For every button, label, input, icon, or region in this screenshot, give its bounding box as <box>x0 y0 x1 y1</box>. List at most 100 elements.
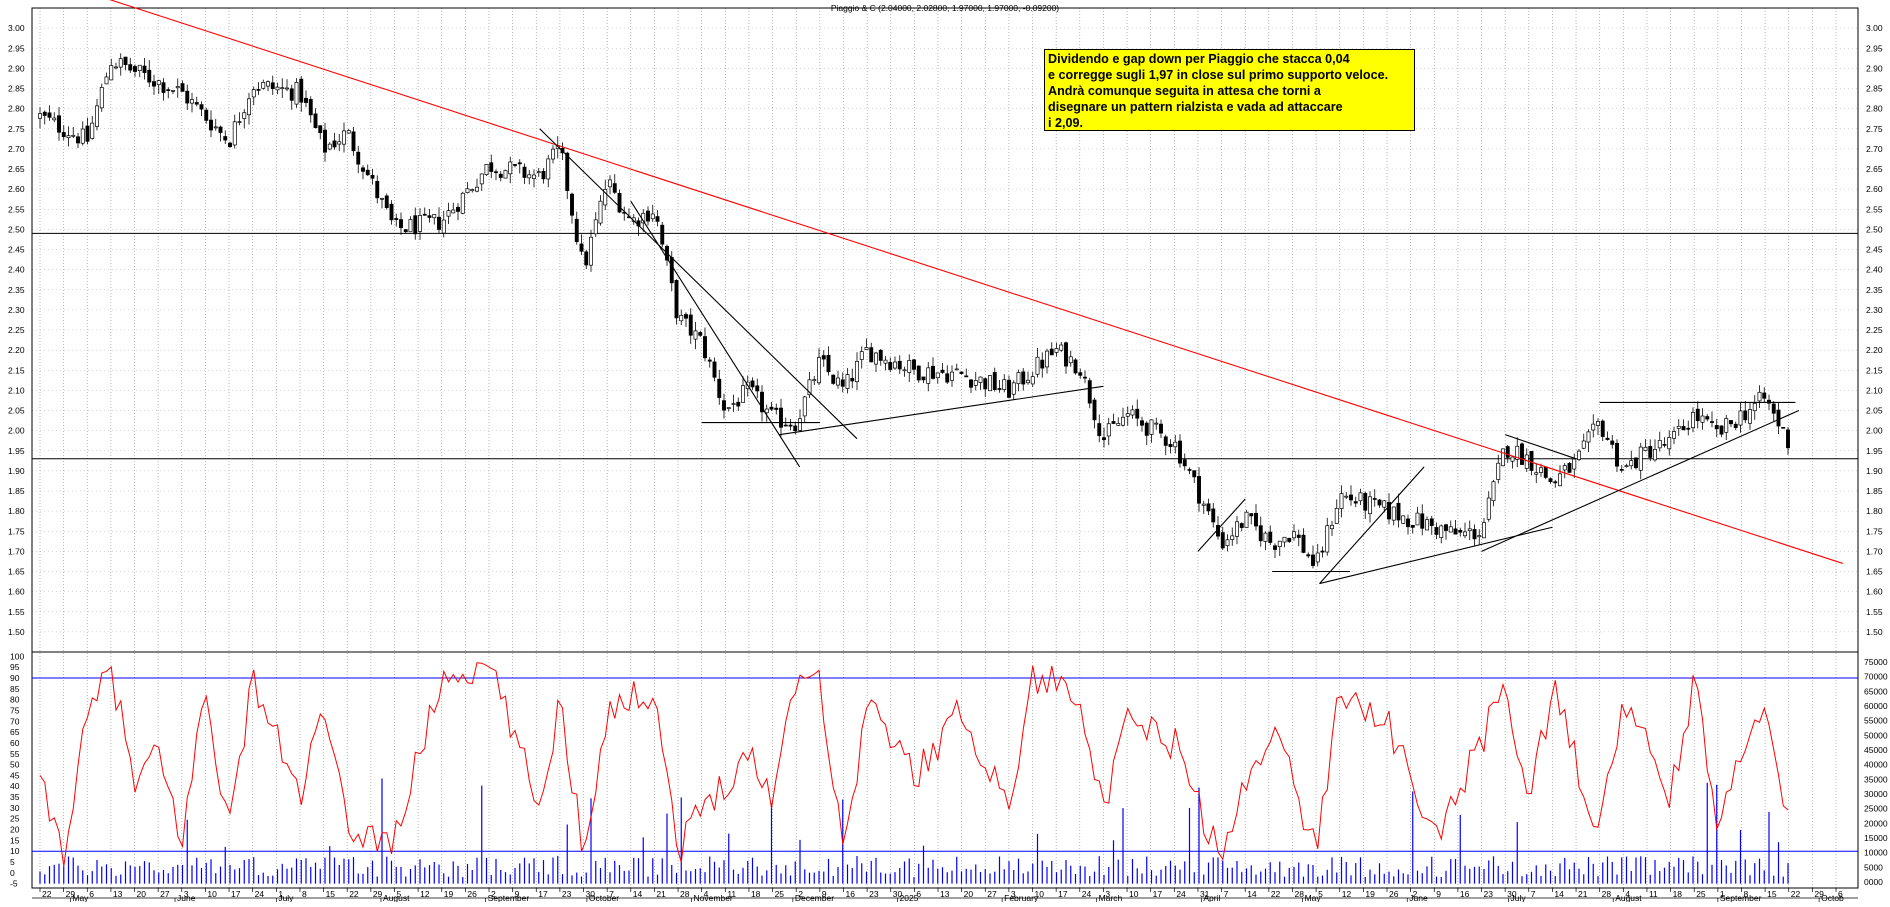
candle-body <box>608 179 612 188</box>
x-day-label: 27 <box>160 889 170 899</box>
candle-body <box>1486 497 1491 520</box>
candle-body <box>1410 525 1415 528</box>
y-tick-label-right: 2.90 <box>1866 63 1883 73</box>
candle-body <box>579 243 584 252</box>
x-day-label: 22 <box>42 889 52 899</box>
x-day-label: 3 <box>1105 889 1110 899</box>
candle-body <box>1277 540 1282 547</box>
candle-body <box>1268 531 1273 543</box>
candle-body <box>1729 420 1733 425</box>
x-month-label: August <box>1615 893 1642 902</box>
candle-body <box>403 229 408 233</box>
x-day-label: 30 <box>1507 889 1517 899</box>
candle-body <box>1111 421 1116 424</box>
candle-body <box>527 174 532 179</box>
oscillator-line <box>39 662 1789 867</box>
candle-body <box>384 195 389 208</box>
volume-tick-label: 30000 <box>1864 789 1888 799</box>
candle-body <box>703 336 707 359</box>
y-tick-label-right: 1.70 <box>1866 546 1883 556</box>
candle-body <box>337 141 342 145</box>
candle-body <box>536 171 541 174</box>
x-day-label: 13 <box>940 889 950 899</box>
candle-body <box>1667 437 1672 450</box>
x-month-label: November <box>694 893 733 902</box>
x-day-label: 7 <box>1531 889 1536 899</box>
candle-body <box>1686 427 1691 430</box>
candle-body <box>1572 458 1577 470</box>
volume-tick-label: 0000 <box>1864 877 1883 887</box>
candle-body <box>1159 423 1163 434</box>
candle-body <box>964 375 969 378</box>
candle-body <box>266 81 270 87</box>
candle-body <box>650 213 655 220</box>
candle-body <box>1681 426 1686 431</box>
black-trendline <box>1197 498 1246 552</box>
x-day-label: 28 <box>1602 889 1612 899</box>
candle-body <box>128 64 133 71</box>
candle-body <box>859 351 864 360</box>
black-trendline <box>1481 409 1800 552</box>
x-day-label: 17 <box>538 889 548 899</box>
x-day-label: 7 <box>1224 889 1229 899</box>
candle-body <box>90 122 95 139</box>
candle-body <box>80 128 85 144</box>
candle-body <box>327 143 332 150</box>
candle-body <box>551 148 555 160</box>
candle-body <box>1610 440 1615 445</box>
candle-body <box>1154 422 1159 425</box>
osc-tick-label: 10 <box>10 846 20 856</box>
candle-body <box>1320 550 1325 553</box>
candle-body <box>660 224 665 245</box>
y-tick-label-left: 2.40 <box>8 265 25 275</box>
candle-body <box>1700 415 1705 423</box>
candle-body <box>109 65 114 81</box>
volume-tick-label: 40000 <box>1864 760 1888 770</box>
candle-body <box>432 214 437 219</box>
candle-body <box>1163 436 1168 446</box>
y-tick-label-right: 1.50 <box>1866 627 1883 637</box>
volume-tick-label: 10000 <box>1864 848 1888 858</box>
annotation-box: Dividendo e gap down per Piaggio che sta… <box>1044 49 1415 131</box>
candle-body <box>342 130 346 145</box>
candle-body <box>1211 508 1216 523</box>
volume-tick-label: 5000 <box>1864 862 1883 872</box>
x-month-label: May <box>1305 893 1322 902</box>
candle-body <box>185 90 190 104</box>
volume-tick-label: 35000 <box>1864 774 1888 784</box>
candle-body <box>1524 454 1529 469</box>
candle-body <box>351 131 356 152</box>
candle-body <box>304 97 308 103</box>
candle-body <box>332 140 337 148</box>
y-tick-label-right: 2.25 <box>1866 325 1883 335</box>
y-tick-label-left: 1.90 <box>8 466 25 476</box>
y-tick-label-left: 2.85 <box>8 84 25 94</box>
candle-body <box>394 218 399 220</box>
candle-body <box>1781 426 1786 429</box>
volume-tick-label: 50000 <box>1864 730 1888 740</box>
candle-body <box>584 251 589 266</box>
candle-body <box>1382 500 1387 508</box>
osc-tick-label: 75 <box>10 705 20 715</box>
candle-body <box>1206 503 1211 512</box>
candle-body <box>1330 524 1334 530</box>
candle-body <box>589 236 593 266</box>
candle-body <box>1434 527 1439 535</box>
black-trendline <box>1319 466 1425 584</box>
osc-tick-label: 30 <box>10 803 20 813</box>
candle-body <box>175 86 180 89</box>
candle-body <box>1059 344 1064 351</box>
x-day-label: 26 <box>1389 889 1399 899</box>
osc-tick-label: 40 <box>10 781 20 791</box>
y-tick-label-left: 2.75 <box>8 124 25 134</box>
x-day-label: 1 <box>1720 889 1725 899</box>
candle-body <box>532 174 536 179</box>
candle-body <box>1011 382 1016 395</box>
candle-body <box>1007 379 1011 398</box>
candle-body <box>541 170 546 180</box>
candle-body <box>1634 457 1638 469</box>
candle-body <box>845 374 850 389</box>
candle-body <box>1505 446 1510 458</box>
volume-tick-label: 60000 <box>1864 701 1888 711</box>
candle-body <box>285 87 289 90</box>
